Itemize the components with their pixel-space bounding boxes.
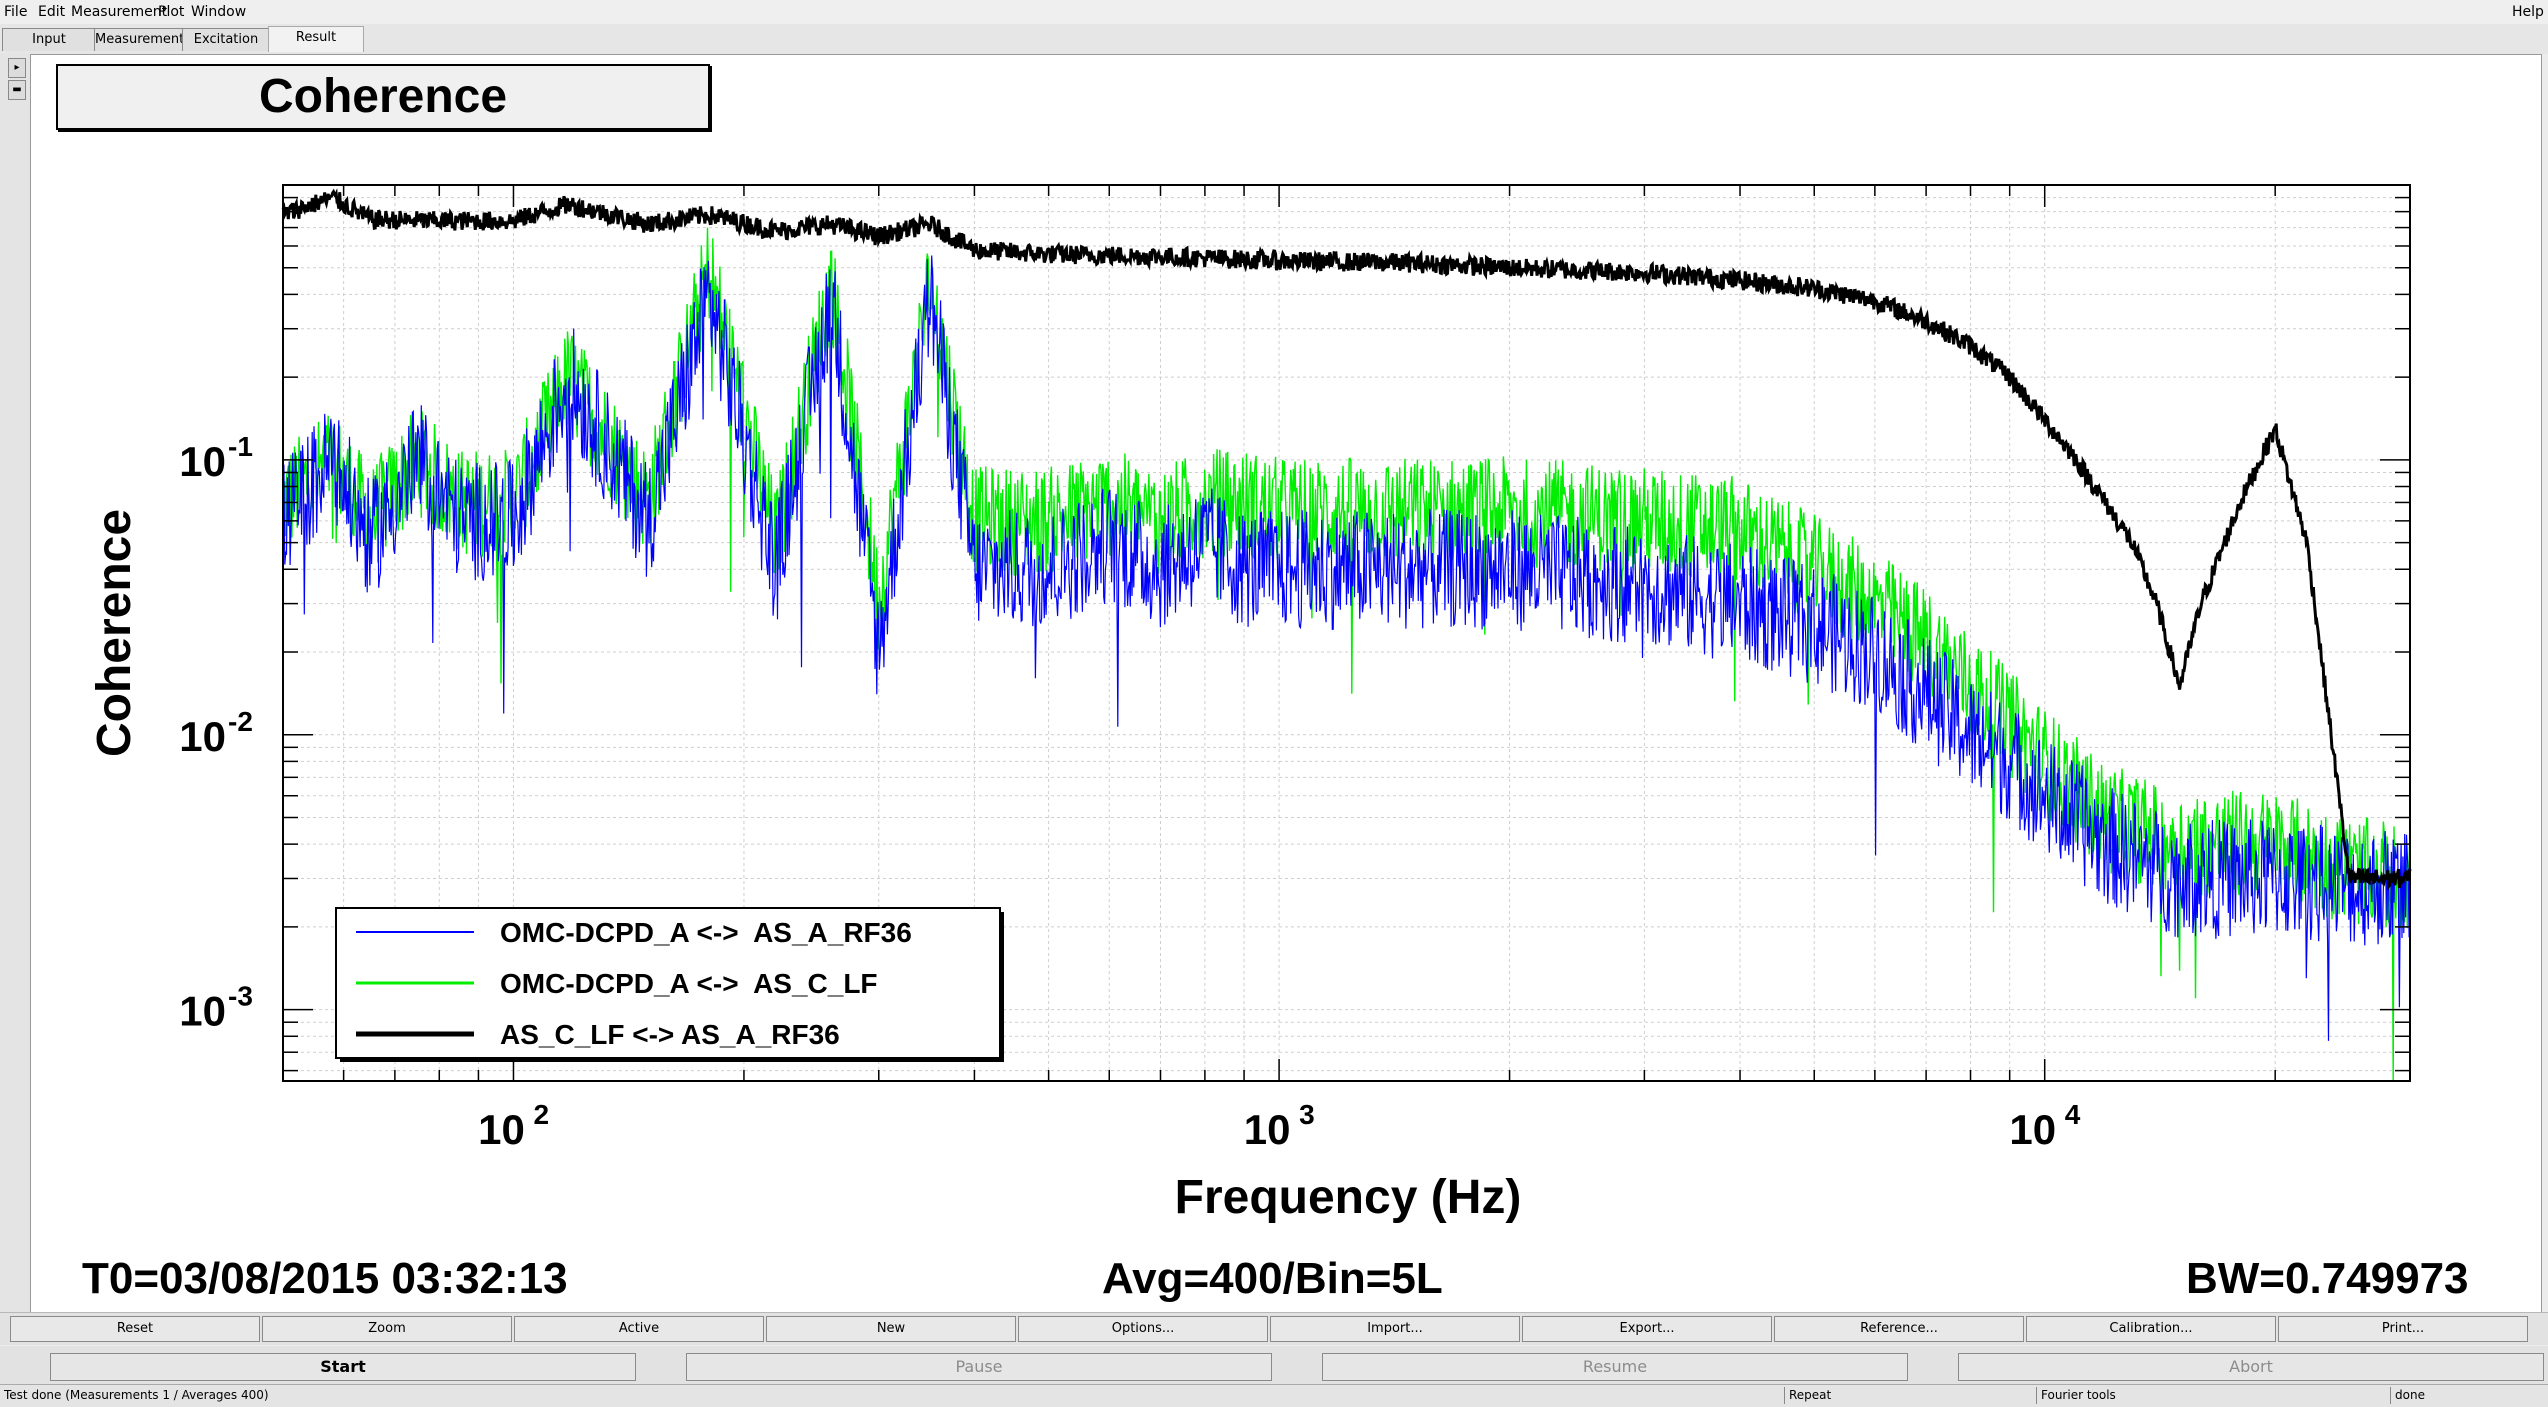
reset-button[interactable]: Reset — [10, 1316, 260, 1342]
y-tick-label: 10 — [179, 988, 226, 1035]
legend-shadow-right — [1000, 912, 1004, 1062]
t0-readout: T0=03/08/2015 03:32:13 — [82, 1254, 568, 1303]
menu-file[interactable]: File — [4, 4, 28, 20]
import-button[interactable]: Import... — [1270, 1316, 1520, 1342]
status-done: done — [2390, 1387, 2425, 1404]
status-fourier: Fourier tools — [2036, 1387, 2116, 1404]
status-message: Test done (Measurements 1 / Averages 400… — [4, 1388, 269, 1402]
legend-label-black: AS_C_LF <-> AS_A_RF36 — [500, 1019, 840, 1050]
legend-shadow-bottom — [340, 1058, 1004, 1062]
coherence-plot[interactable]: 10 2 10 3 10 4 10-110-210-3 Frequency (Hz) Co… — [0, 0, 2548, 1312]
new-button[interactable]: New — [766, 1316, 1016, 1342]
collapse-icon[interactable]: ▬ — [8, 80, 26, 100]
control-bar: Start Pause Resume Abort — [0, 1346, 2548, 1384]
status-bar: Test done (Measurements 1 / Averages 400… — [0, 1384, 2548, 1407]
y-tick-labels: 10-110-210-3 — [179, 431, 253, 1035]
menu-help[interactable]: Help — [2512, 4, 2544, 20]
y-tick-label: 10 — [179, 438, 226, 485]
tab-excitation[interactable]: Excitation — [182, 28, 270, 51]
tab-input[interactable]: Input — [2, 28, 96, 51]
x-axis-title: Frequency (Hz) — [1175, 1171, 1522, 1224]
legend-label-blue: OMC-DCPD_A <-> AS_A_RF36 — [500, 917, 912, 948]
plot-toolbar: Reset Zoom Active New Options... Import.… — [0, 1312, 2548, 1345]
avg-readout: Avg=400/Bin=5L — [1102, 1254, 1443, 1303]
abort-button[interactable]: Abort — [1958, 1353, 2544, 1381]
legend: OMC-DCPD_A <-> AS_A_RF36 OMC-DCPD_A <-> … — [335, 907, 1004, 1062]
left-side-strip: ▸ ▬ — [0, 54, 30, 1314]
menu-measurement[interactable]: Measurement — [71, 4, 168, 20]
y-tick-label-exponent: -3 — [228, 981, 253, 1012]
pause-button[interactable]: Pause — [686, 1353, 1272, 1381]
resume-button[interactable]: Resume — [1322, 1353, 1908, 1381]
series-line-0 — [282, 255, 2411, 1041]
active-button[interactable]: Active — [514, 1316, 764, 1342]
series-line-2 — [281, 188, 2412, 891]
tab-result[interactable]: Result — [268, 26, 364, 52]
plot-frame — [282, 184, 2411, 1082]
ticks — [282, 184, 2411, 1081]
x-tick-label: 10 — [2009, 1106, 2056, 1153]
tab-bar: Input Measurement Excitation Result — [0, 24, 2548, 54]
expand-arrow-icon[interactable]: ▸ — [8, 58, 26, 78]
x-tick-label-exponent: 3 — [1299, 1099, 1315, 1130]
series-layer — [281, 188, 2412, 1082]
y-axis-title: Coherence — [88, 509, 141, 757]
x-tick-label: 10 — [1244, 1106, 1291, 1153]
menu-window[interactable]: Window — [191, 4, 247, 20]
menu-edit[interactable]: Edit — [38, 4, 66, 20]
reference-button[interactable]: Reference... — [1774, 1316, 2024, 1342]
x-tick-label-exponent: 2 — [533, 1099, 549, 1130]
menu-plot[interactable]: Plot — [158, 4, 185, 20]
start-button[interactable]: Start — [50, 1353, 636, 1381]
plot-title: Coherence — [56, 64, 710, 130]
x-tick-labels: 10 2 10 3 10 4 — [478, 1099, 2081, 1153]
legend-label-green: OMC-DCPD_A <-> AS_C_LF — [500, 968, 878, 999]
bw-readout: BW=0.749973 — [2186, 1254, 2469, 1303]
y-tick-label-exponent: -1 — [228, 431, 253, 462]
calibration-button[interactable]: Calibration... — [2026, 1316, 2276, 1342]
zoom-button[interactable]: Zoom — [262, 1316, 512, 1342]
x-tick-label-exponent: 4 — [2065, 1099, 2081, 1130]
x-tick-label: 10 — [478, 1106, 525, 1153]
status-repeat: Repeat — [1784, 1387, 1831, 1404]
y-tick-label: 10 — [179, 713, 226, 760]
options-button[interactable]: Options... — [1018, 1316, 1268, 1342]
y-tick-label-exponent: -2 — [228, 706, 253, 737]
export-button[interactable]: Export... — [1522, 1316, 1772, 1342]
print-button[interactable]: Print... — [2278, 1316, 2528, 1342]
